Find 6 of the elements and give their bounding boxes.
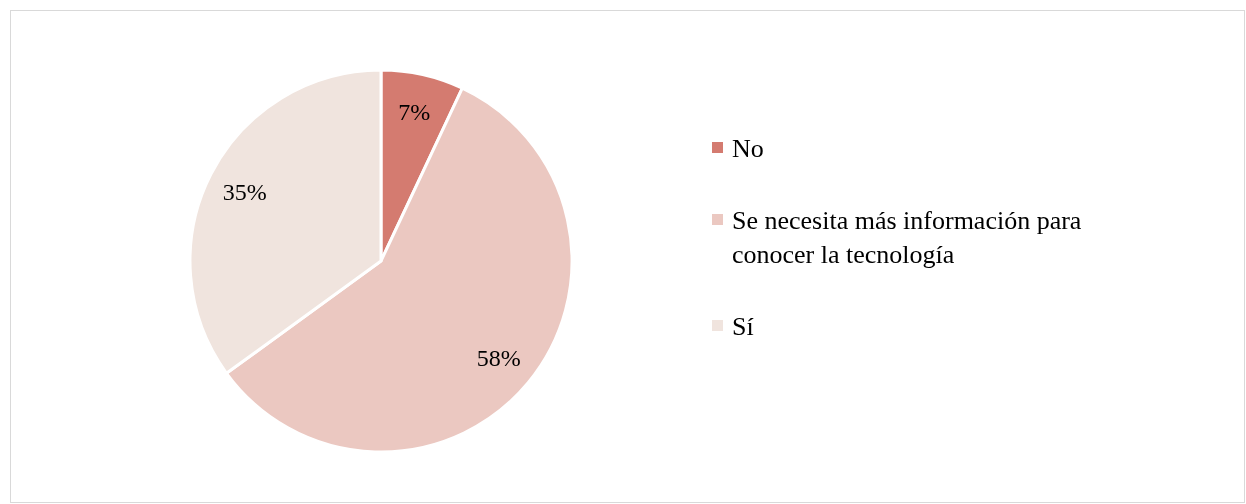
data-label: 7% <box>398 98 431 125</box>
legend-label: Se necesita más información para conocer la tecnología <box>732 205 1082 269</box>
legend-label: No <box>732 133 764 163</box>
data-label: 35% <box>222 178 267 205</box>
legend-label: Sí <box>732 311 754 341</box>
data-label: 58% <box>476 345 521 372</box>
